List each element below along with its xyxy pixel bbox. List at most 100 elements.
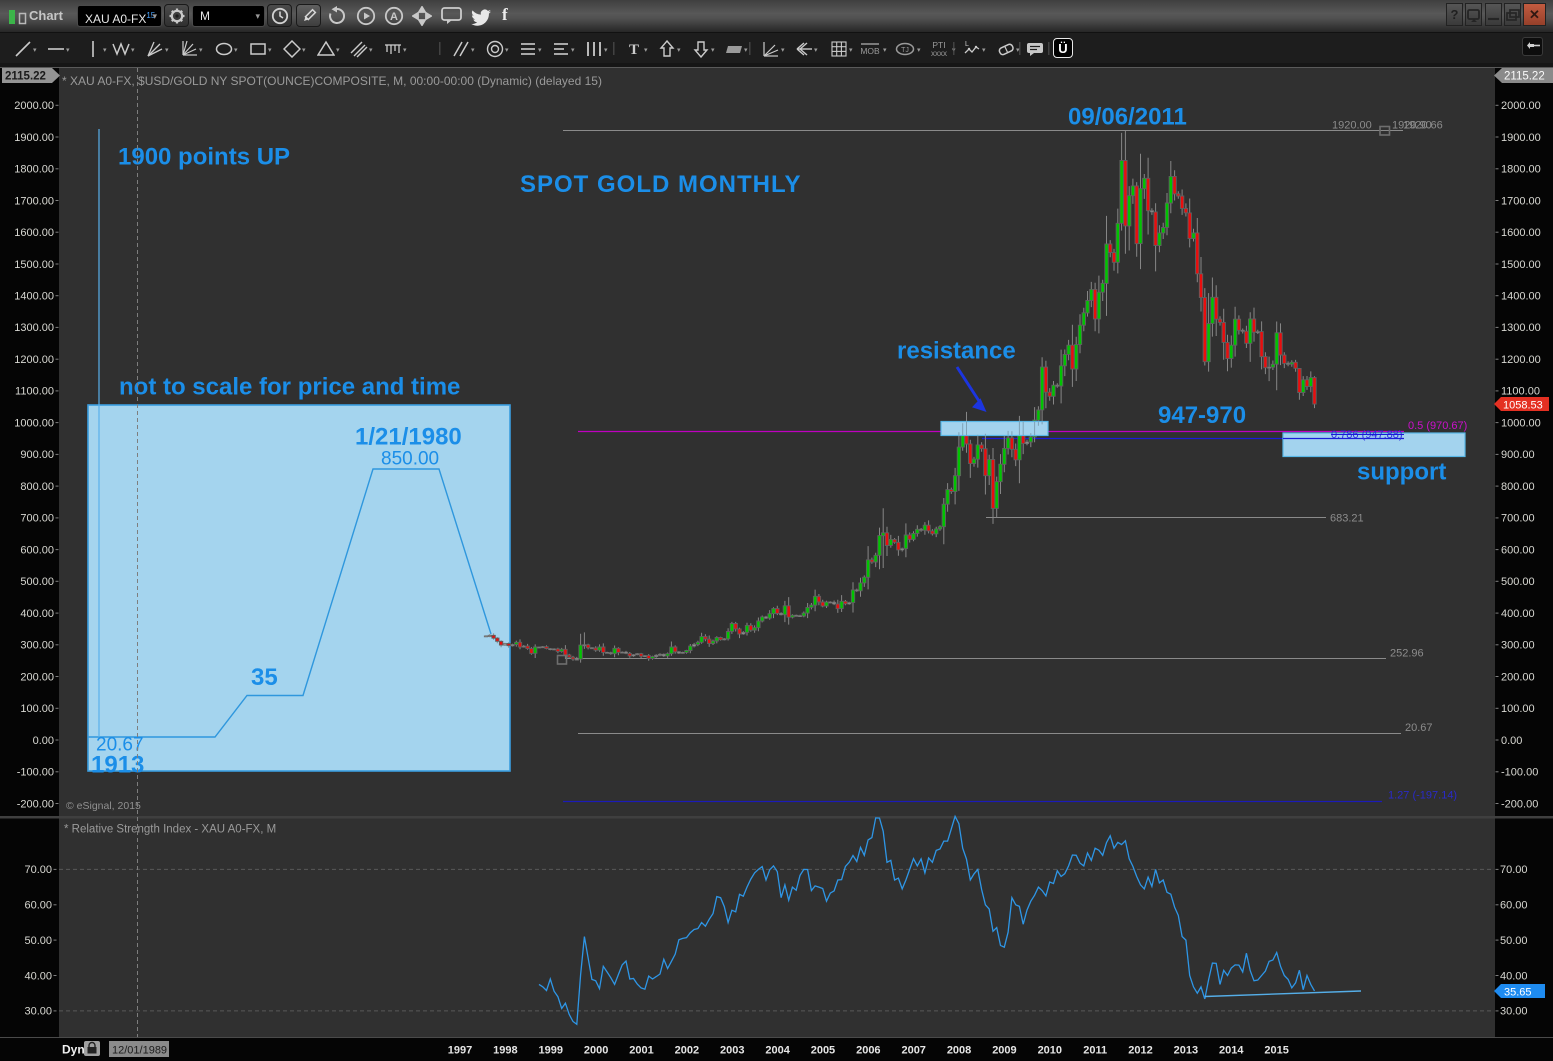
svg-text:MOB: MOB bbox=[860, 46, 880, 56]
svg-text:683.21: 683.21 bbox=[1330, 513, 1364, 525]
svg-text:100.00: 100.00 bbox=[1501, 703, 1535, 715]
svg-text:1100.00: 1100.00 bbox=[1501, 386, 1540, 398]
svg-text:1800.00: 1800.00 bbox=[1501, 164, 1541, 176]
svg-text:30.00: 30.00 bbox=[24, 1006, 52, 1018]
svg-text:2012: 2012 bbox=[1128, 1045, 1152, 1057]
svg-text:2000.00: 2000.00 bbox=[1501, 100, 1541, 112]
svg-text:60.00: 60.00 bbox=[24, 900, 52, 912]
svg-text:2007: 2007 bbox=[901, 1045, 925, 1057]
svg-text:200.00: 200.00 bbox=[1501, 671, 1535, 683]
svg-text:1400.00: 1400.00 bbox=[1501, 291, 1541, 303]
svg-text:2013: 2013 bbox=[1174, 1045, 1198, 1057]
svg-text:20.67: 20.67 bbox=[96, 735, 144, 756]
svg-text:947-970: 947-970 bbox=[1158, 402, 1246, 429]
svg-text:2010: 2010 bbox=[1038, 1045, 1062, 1057]
svg-text:1920.66: 1920.66 bbox=[1403, 120, 1443, 132]
svg-text:resistance: resistance bbox=[897, 338, 1016, 365]
svg-text:1000.00: 1000.00 bbox=[14, 417, 54, 429]
svg-text:© eSignal, 2015: © eSignal, 2015 bbox=[66, 800, 141, 812]
svg-text:2008: 2008 bbox=[947, 1045, 971, 1057]
svg-text:1920.90: 1920.90 bbox=[1392, 120, 1432, 132]
svg-text:-100.00: -100.00 bbox=[1501, 767, 1538, 779]
svg-text:100.00: 100.00 bbox=[20, 703, 54, 715]
svg-text:2115.22: 2115.22 bbox=[5, 71, 46, 83]
svg-text:1300.00: 1300.00 bbox=[14, 322, 54, 334]
svg-text:2000: 2000 bbox=[584, 1045, 608, 1057]
svg-text:-200.00: -200.00 bbox=[1501, 798, 1538, 810]
svg-text:Dyn: Dyn bbox=[62, 1043, 85, 1057]
svg-text:70.00: 70.00 bbox=[24, 864, 52, 876]
svg-text:2005: 2005 bbox=[811, 1045, 835, 1057]
svg-text:500.00: 500.00 bbox=[20, 576, 54, 588]
svg-text:-200.00: -200.00 bbox=[17, 798, 54, 810]
svg-text:1300.00: 1300.00 bbox=[1501, 322, 1541, 334]
svg-text:20.67: 20.67 bbox=[1405, 722, 1433, 734]
svg-text:35.65: 35.65 bbox=[1504, 986, 1532, 998]
svg-text:* XAU A0-FX, $USD/GOLD NY SPOT: * XAU A0-FX, $USD/GOLD NY SPOT(OUNCE)COM… bbox=[62, 74, 602, 88]
svg-text:L: L bbox=[965, 41, 969, 48]
svg-text:200.00: 200.00 bbox=[20, 671, 54, 683]
svg-text:1/21/1980: 1/21/1980 bbox=[355, 423, 462, 450]
svg-text:900.00: 900.00 bbox=[20, 449, 54, 461]
svg-text:1913: 1913 bbox=[91, 752, 144, 779]
svg-text:1058.53: 1058.53 bbox=[1503, 399, 1543, 411]
svg-text:700.00: 700.00 bbox=[20, 513, 54, 525]
svg-text:1500.00: 1500.00 bbox=[1501, 259, 1541, 271]
svg-text:2009: 2009 bbox=[992, 1045, 1016, 1057]
svg-text:2001: 2001 bbox=[629, 1045, 653, 1057]
svg-text:0.00: 0.00 bbox=[1501, 735, 1522, 747]
svg-text:252.96: 252.96 bbox=[1390, 648, 1424, 660]
svg-text:1200.00: 1200.00 bbox=[1501, 354, 1541, 366]
svg-text:1200.00: 1200.00 bbox=[14, 354, 54, 366]
svg-text:not to scale for price and tim: not to scale for price and time bbox=[119, 374, 460, 401]
svg-text:35: 35 bbox=[251, 664, 278, 691]
svg-text:2004: 2004 bbox=[765, 1045, 790, 1057]
svg-text:1700.00: 1700.00 bbox=[1501, 195, 1541, 207]
svg-text:40.00: 40.00 bbox=[24, 970, 52, 982]
svg-text:2015: 2015 bbox=[1264, 1045, 1288, 1057]
svg-text:50.00: 50.00 bbox=[1500, 935, 1528, 947]
svg-text:SPOT GOLD MONTHLY: SPOT GOLD MONTHLY bbox=[520, 171, 801, 198]
svg-text:support: support bbox=[1357, 459, 1446, 486]
svg-text:50.00: 50.00 bbox=[24, 935, 52, 947]
svg-text:850.00: 850.00 bbox=[381, 449, 439, 470]
svg-text:400.00: 400.00 bbox=[20, 608, 54, 620]
svg-text:2002: 2002 bbox=[675, 1045, 699, 1057]
svg-text:T: T bbox=[629, 42, 639, 58]
svg-text:1600.00: 1600.00 bbox=[1501, 227, 1541, 239]
svg-text:800.00: 800.00 bbox=[1501, 481, 1535, 493]
svg-text:1998: 1998 bbox=[493, 1045, 517, 1057]
svg-text:1700.00: 1700.00 bbox=[14, 195, 54, 207]
svg-text:* Relative Strength Index - XA: * Relative Strength Index - XAU A0-FX, M bbox=[64, 824, 276, 836]
svg-text:09/06/2011: 09/06/2011 bbox=[1068, 104, 1187, 131]
svg-text:TJ: TJ bbox=[901, 47, 909, 54]
svg-text:900.00: 900.00 bbox=[1501, 449, 1535, 461]
svg-text:1900.00: 1900.00 bbox=[14, 132, 54, 144]
svg-text:800.00: 800.00 bbox=[20, 481, 54, 493]
svg-text:70.00: 70.00 bbox=[1500, 864, 1528, 876]
svg-text:1900.00: 1900.00 bbox=[1501, 132, 1541, 144]
svg-text:2003: 2003 bbox=[720, 1045, 744, 1057]
svg-text:2115.22: 2115.22 bbox=[1504, 71, 1545, 83]
svg-text:300.00: 300.00 bbox=[1501, 640, 1535, 652]
svg-text:300.00: 300.00 bbox=[20, 640, 54, 652]
svg-text:12/01/1989: 12/01/1989 bbox=[112, 1045, 167, 1057]
svg-text:1997: 1997 bbox=[448, 1045, 472, 1057]
svg-text:2000.00: 2000.00 bbox=[14, 100, 54, 112]
svg-text:xxxx: xxxx bbox=[931, 49, 947, 58]
svg-text:1600.00: 1600.00 bbox=[14, 227, 54, 239]
svg-text:1000.00: 1000.00 bbox=[1501, 417, 1541, 429]
svg-text:500.00: 500.00 bbox=[1501, 576, 1535, 588]
svg-text:2014: 2014 bbox=[1219, 1045, 1244, 1057]
svg-text:1800.00: 1800.00 bbox=[14, 164, 54, 176]
svg-text:40.00: 40.00 bbox=[1500, 970, 1528, 982]
svg-text:1.27 (-197.14): 1.27 (-197.14) bbox=[1388, 790, 1457, 802]
svg-text:PTI: PTI bbox=[932, 40, 945, 50]
svg-text:2006: 2006 bbox=[856, 1045, 880, 1057]
svg-text:A: A bbox=[390, 11, 398, 23]
svg-text:700.00: 700.00 bbox=[1501, 513, 1535, 525]
svg-text:60.00: 60.00 bbox=[1500, 900, 1528, 912]
svg-text:0.00: 0.00 bbox=[33, 735, 54, 747]
svg-text:1500.00: 1500.00 bbox=[14, 259, 54, 271]
svg-text:1900 points UP: 1900 points UP bbox=[118, 144, 290, 171]
